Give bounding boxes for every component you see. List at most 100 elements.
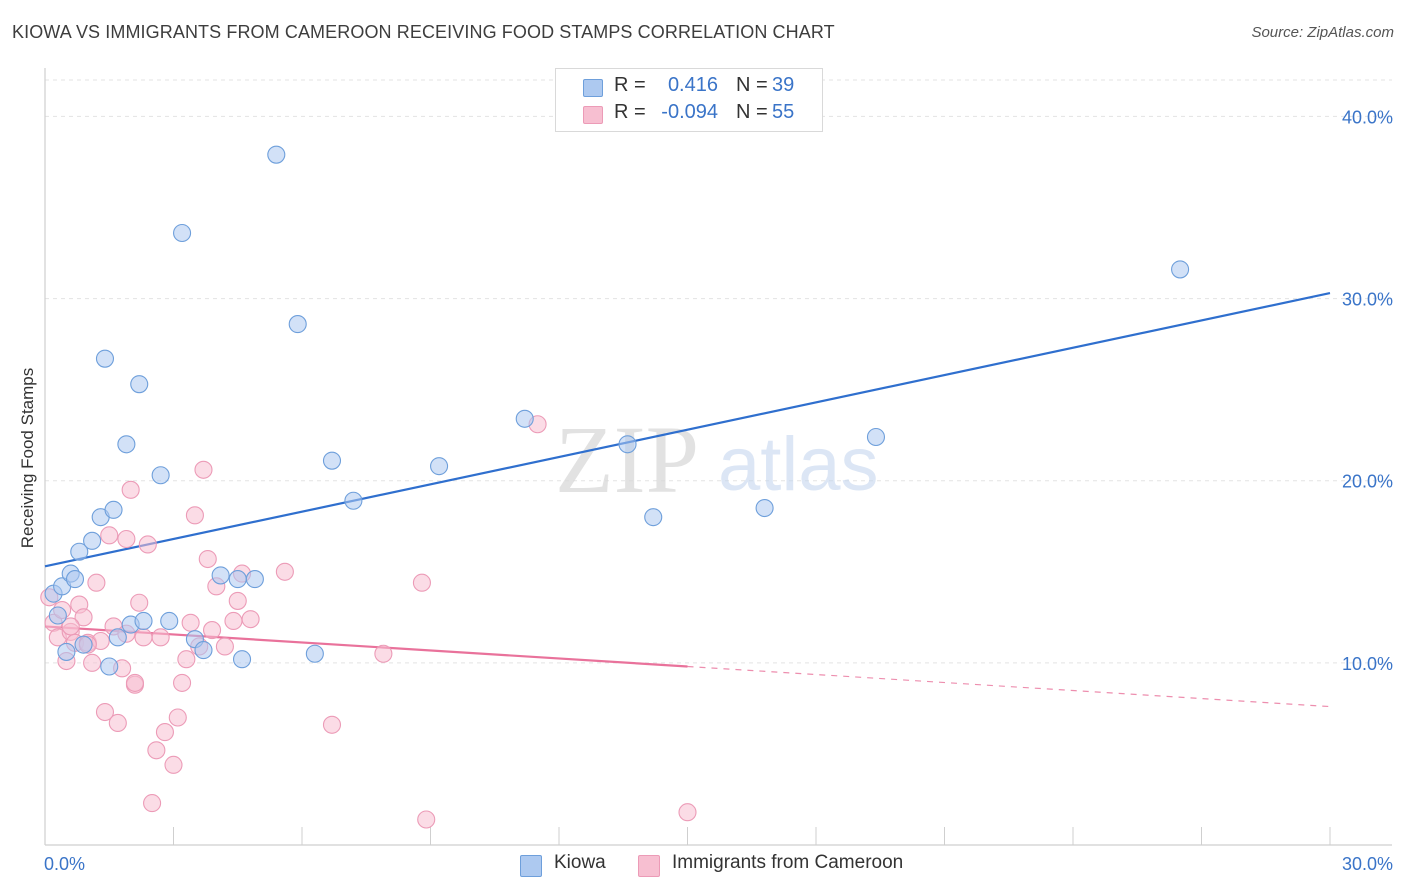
data-point-kiowa [65, 570, 85, 589]
data-point-kiowa [48, 606, 67, 625]
legend-swatch-kiowa [583, 79, 603, 97]
legend-r-value: 0.416 [667, 74, 718, 96]
data-point-cameroon [108, 713, 127, 733]
data-point-cameroon [130, 593, 149, 612]
data-point-kiowa [100, 657, 119, 676]
data-point-cameroon [417, 810, 436, 829]
legend-row-cameroon: R = -0.094 N = 55 [556, 100, 822, 128]
data-point-cameroon [374, 644, 393, 663]
data-point-cameroon [241, 610, 260, 629]
watermark: ZIP atlas [555, 406, 879, 513]
data-point-cameroon [155, 723, 174, 742]
data-point-kiowa [173, 223, 192, 243]
trend-line-1 [44, 625, 688, 668]
data-point-cameroon [228, 591, 247, 610]
data-point-kiowa [618, 435, 637, 454]
legend-r-label: R = [614, 74, 646, 96]
data-point-cameroon [275, 562, 294, 581]
data-point-cameroon [181, 613, 200, 632]
data-point-cameroon [173, 673, 192, 692]
data-point-kiowa [104, 500, 123, 519]
data-point-kiowa [130, 375, 149, 394]
data-point-cameroon [322, 715, 342, 734]
trend-layer [44, 292, 1331, 708]
data-point-cameroon [151, 628, 170, 647]
y-tick-label: 40.0% [1342, 107, 1393, 127]
legend-n-label: N = [736, 101, 768, 123]
data-point-kiowa [288, 315, 307, 334]
data-point-kiowa [70, 542, 89, 561]
data-point-cameroon [147, 741, 166, 760]
data-point-cameroon [168, 708, 187, 727]
data-point-kiowa [267, 145, 286, 164]
data-point-kiowa [1171, 260, 1190, 279]
data-point-kiowa [344, 491, 363, 510]
data-point-kiowa [160, 611, 179, 631]
bottom-legend-label-kiowa: Kiowa [554, 852, 606, 873]
data-point-cameroon [164, 755, 183, 774]
legend-n-label: N = [736, 74, 768, 96]
y-tick-label: 20.0% [1342, 472, 1393, 492]
data-point-cameroon [412, 573, 431, 592]
axes-layer [44, 68, 1392, 846]
legend-n-value: 55 [772, 101, 795, 123]
data-point-kiowa [245, 570, 264, 589]
data-point-kiowa [83, 531, 102, 550]
y-tick-labels: 10.0% 20.0% 30.0% 40.0% [1342, 107, 1393, 673]
data-point-kiowa [228, 570, 247, 589]
data-point-cameroon [177, 650, 196, 669]
data-point-cameroon [185, 506, 204, 525]
data-point-kiowa [194, 641, 213, 660]
data-point-kiowa [232, 650, 252, 669]
data-point-cameroon [83, 653, 102, 672]
data-point-cameroon [194, 460, 213, 479]
data-point-kiowa [95, 349, 115, 368]
data-point-cameroon [117, 529, 136, 549]
data-point-kiowa [134, 611, 153, 631]
data-point-kiowa [515, 409, 534, 428]
y-axis-label: Receiving Food Stamps [18, 368, 37, 548]
data-point-kiowa [430, 457, 449, 476]
watermark-zip: ZIP [555, 406, 699, 513]
data-point-kiowa [117, 435, 136, 454]
data-point-kiowa [74, 635, 93, 654]
x-tick-label-min: 0.0% [44, 854, 85, 874]
trend-line-0 [44, 292, 1331, 568]
data-point-cameroon [134, 628, 153, 647]
source-label: Source: ZipAtlas.com [1251, 24, 1394, 41]
legend-r-value: -0.094 [661, 101, 718, 123]
data-point-cameroon [100, 526, 119, 545]
data-point-cameroon [61, 617, 80, 636]
data-point-cameroon [678, 803, 697, 822]
data-point-cameroon [198, 549, 217, 569]
legend-swatch-cameroon [583, 106, 603, 124]
data-point-kiowa [151, 466, 170, 485]
data-point-cameroon [143, 794, 162, 813]
x-tick-label-max: 30.0% [1342, 854, 1393, 874]
bottom-legend-label-cameroon: Immigrants from Cameroon [672, 852, 904, 873]
data-point-kiowa [211, 566, 230, 585]
chart-title: KIOWA VS IMMIGRANTS FROM CAMEROON RECEIV… [12, 22, 835, 42]
points-layer [40, 145, 1190, 829]
x-tick-labels: 0.0% 30.0% [44, 854, 1393, 874]
data-point-kiowa [322, 451, 342, 470]
y-tick-label: 10.0% [1342, 654, 1393, 674]
legend-row-kiowa: R = 0.416 N = 39 [556, 73, 822, 101]
data-point-kiowa [57, 642, 76, 661]
data-point-kiowa [108, 628, 127, 647]
y-tick-label: 30.0% [1342, 290, 1393, 310]
data-point-cameroon [203, 621, 222, 640]
data-point-kiowa [305, 644, 324, 663]
data-point-cameroon [121, 480, 140, 499]
data-point-cameroon [138, 535, 157, 554]
trend-line-dashed-1 [687, 665, 1331, 708]
legend-r-label: R = [614, 101, 646, 123]
data-point-cameroon [125, 673, 144, 692]
bottom-legend-swatch-cameroon [638, 855, 660, 877]
data-point-cameroon [224, 611, 243, 631]
bottom-legend-swatch-kiowa [520, 855, 542, 877]
data-point-kiowa [644, 508, 663, 527]
legend-n-value: 39 [772, 74, 795, 96]
data-point-kiowa [866, 427, 886, 447]
